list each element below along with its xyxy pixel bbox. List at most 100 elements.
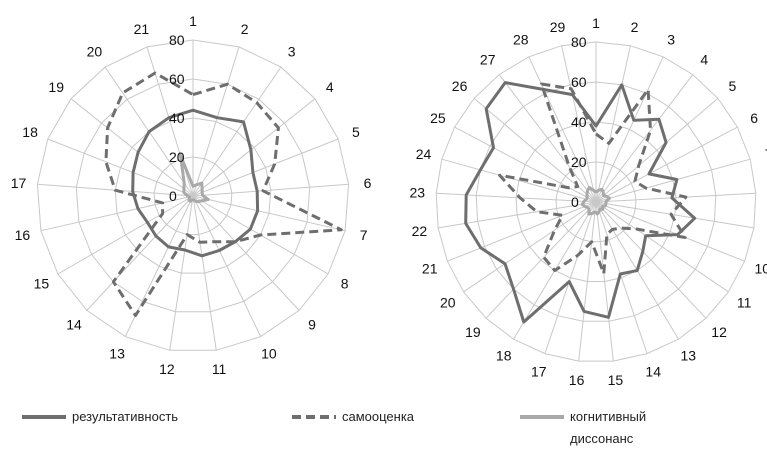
- axis-label-25: 25: [430, 110, 446, 126]
- grid-ring-4: [36, 39, 350, 351]
- legend-swatch-0: [22, 415, 66, 419]
- axis-label-6: 6: [364, 175, 372, 191]
- legend-label-2: когнитивный диссонанс: [570, 409, 647, 446]
- axis-label-3: 3: [288, 43, 296, 59]
- spoke-3: [192, 66, 282, 197]
- axis-label-11: 11: [737, 295, 752, 311]
- spoke-5: [595, 98, 719, 203]
- spoke-9: [192, 195, 300, 311]
- axis-label-17: 17: [11, 175, 27, 191]
- axis-label-11: 11: [212, 361, 227, 377]
- axis-label-3: 3: [667, 32, 675, 48]
- series-line-1: [104, 71, 343, 317]
- axis-label-14: 14: [66, 316, 82, 332]
- spoke-24: [441, 158, 597, 203]
- axis-label-4: 4: [326, 79, 334, 95]
- axis-label-26: 26: [452, 78, 468, 94]
- axis-label-22: 22: [412, 223, 428, 239]
- radar-chart-right: 0204060801234567891011121314151617181920…: [410, 15, 767, 388]
- radial-tick-60: 60: [169, 71, 185, 87]
- spoke-19: [485, 201, 597, 319]
- spoke-8: [595, 192, 756, 203]
- radial-tick-0: 0: [571, 194, 579, 210]
- legend-item-0: результативность: [22, 406, 178, 428]
- axis-label-7: 7: [360, 227, 368, 243]
- series-line-2: [580, 186, 611, 216]
- series-line-0: [464, 81, 697, 324]
- axis-label-20: 20: [440, 295, 456, 311]
- grid-ring-4: [435, 41, 757, 362]
- axis-label-18: 18: [22, 124, 38, 140]
- radial-tick-80: 80: [571, 34, 587, 50]
- axis-label-8: 8: [341, 276, 349, 292]
- spoke-10: [192, 195, 262, 337]
- legend-item-2: когнитивный диссонанс: [520, 406, 646, 450]
- axis-label-17: 17: [531, 364, 547, 380]
- legend-label-0: результативность: [72, 409, 179, 424]
- axis-label-2: 2: [631, 19, 639, 35]
- spoke-14: [86, 195, 194, 311]
- grid-ring-1: [153, 156, 233, 236]
- axis-label-12: 12: [159, 361, 175, 377]
- axis-label-15: 15: [608, 372, 624, 388]
- spoke-12: [595, 201, 707, 319]
- series-line-1: [498, 82, 688, 276]
- axis-label-9: 9: [308, 316, 316, 332]
- axis-label-16: 16: [15, 227, 31, 243]
- radial-tick-40: 40: [169, 110, 185, 126]
- axis-label-20: 20: [87, 43, 103, 59]
- axis-label-23: 23: [410, 184, 426, 200]
- spoke-9: [595, 201, 754, 229]
- spoke-10: [595, 201, 745, 262]
- spoke-4: [192, 98, 316, 197]
- spoke-5: [192, 138, 339, 197]
- spoke-25: [454, 126, 597, 203]
- radial-tick-80: 80: [169, 32, 185, 48]
- spoke-6: [595, 126, 738, 203]
- axis-label-6: 6: [750, 110, 758, 126]
- spoke-15: [595, 201, 614, 362]
- axis-label-27: 27: [480, 52, 496, 68]
- spoke-3: [595, 56, 664, 203]
- axis-label-19: 19: [465, 324, 481, 340]
- axis-label-21: 21: [134, 21, 150, 37]
- axis-label-29: 29: [550, 19, 566, 35]
- grid-ring-3: [75, 78, 311, 313]
- radial-tick-0: 0: [169, 188, 177, 204]
- spoke-19: [70, 98, 194, 197]
- radial-tick-20: 20: [571, 154, 587, 170]
- axis-label-16: 16: [569, 372, 585, 388]
- legend-swatch-1: [292, 415, 336, 419]
- axis-label-18: 18: [496, 347, 512, 363]
- series-line-2: [178, 153, 210, 204]
- spoke-21: [447, 201, 597, 262]
- axis-label-10: 10: [755, 260, 767, 276]
- axis-label-1: 1: [592, 15, 600, 31]
- radial-tick-40: 40: [571, 114, 587, 130]
- spoke-18: [47, 138, 194, 197]
- radial-tick-20: 20: [169, 149, 185, 165]
- spoke-16: [578, 201, 597, 362]
- spoke-14: [595, 201, 648, 354]
- spoke-15: [57, 195, 194, 275]
- axis-label-13: 13: [681, 347, 697, 363]
- axis-label-19: 19: [48, 79, 64, 95]
- axis-label-21: 21: [422, 260, 438, 276]
- spoke-27: [498, 74, 597, 203]
- spoke-29: [561, 45, 597, 203]
- spoke-7: [595, 158, 751, 203]
- axis-label-4: 4: [700, 52, 708, 68]
- legend-item-1: самооценка: [292, 406, 414, 428]
- grid-ring-2: [515, 121, 677, 282]
- axis-label-24: 24: [416, 146, 432, 162]
- legend-swatch-2: [520, 415, 564, 419]
- spoke-4: [595, 74, 694, 203]
- axis-label-14: 14: [645, 364, 661, 380]
- spoke-17: [544, 201, 597, 354]
- axis-label-13: 13: [109, 346, 125, 362]
- legend: результативность самооценка когнитивный …: [0, 400, 767, 451]
- radial-tick-60: 60: [571, 74, 587, 90]
- spoke-12: [169, 195, 194, 351]
